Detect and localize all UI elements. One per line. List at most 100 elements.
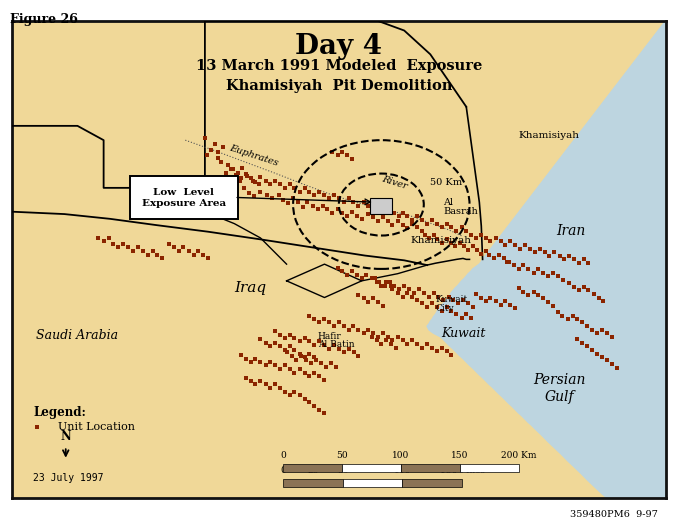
Point: [601, 329, 612, 337]
Point: [535, 245, 545, 253]
Text: 0: 0: [280, 451, 286, 460]
Point: [459, 242, 470, 250]
Point: [108, 240, 119, 248]
Point: [169, 243, 180, 252]
Point: [308, 353, 319, 362]
Point: [500, 241, 511, 249]
Point: [428, 231, 439, 239]
Point: [282, 199, 293, 208]
Point: [301, 355, 312, 364]
Text: Khamisiyah: Khamisiyah: [518, 131, 580, 140]
Point: [406, 216, 417, 224]
Point: [363, 298, 374, 307]
Point: [265, 342, 275, 351]
Point: [524, 245, 535, 253]
Point: [103, 234, 114, 242]
Point: [304, 372, 315, 380]
Point: [467, 242, 478, 250]
Point: [289, 346, 300, 354]
Point: [321, 363, 331, 371]
Point: [261, 177, 271, 185]
Point: [342, 151, 352, 160]
Point: [201, 151, 212, 160]
Point: [406, 292, 417, 301]
Point: [417, 299, 428, 308]
Point: [373, 298, 383, 307]
Point: [348, 322, 358, 330]
Point: [428, 289, 439, 297]
Point: [294, 337, 305, 346]
Point: [505, 300, 516, 309]
Point: [332, 205, 343, 213]
Point: [269, 361, 280, 369]
Point: [451, 310, 462, 319]
Point: [300, 184, 310, 192]
Point: [495, 237, 506, 245]
Point: [337, 267, 348, 276]
Point: [356, 274, 367, 282]
Point: [366, 274, 377, 282]
Text: Euphrates: Euphrates: [228, 143, 279, 168]
Point: [572, 335, 583, 344]
Point: [337, 209, 348, 217]
Point: [328, 341, 339, 350]
Point: [589, 290, 599, 298]
Point: [333, 194, 344, 203]
Point: [206, 146, 217, 154]
Point: [446, 351, 456, 359]
Text: City: City: [435, 303, 454, 312]
Point: [422, 340, 433, 348]
Point: [243, 189, 254, 197]
Point: [431, 303, 442, 311]
Point: [587, 326, 598, 334]
Point: [510, 241, 520, 249]
Point: [451, 226, 462, 235]
Text: 0: 0: [280, 466, 286, 475]
Point: [374, 278, 385, 287]
Point: [327, 209, 338, 217]
Point: [398, 336, 408, 345]
Point: [230, 170, 241, 179]
Point: [255, 188, 266, 196]
Point: [300, 353, 310, 362]
Point: [147, 247, 158, 255]
Point: [319, 191, 330, 199]
Point: [398, 292, 408, 301]
Point: [406, 336, 417, 345]
Point: [379, 281, 390, 290]
Polygon shape: [427, 21, 666, 498]
Point: [265, 180, 275, 188]
Point: [523, 291, 534, 299]
Text: Iran: Iran: [556, 224, 585, 238]
Point: [236, 351, 246, 359]
Point: [392, 217, 403, 225]
Point: [254, 180, 265, 188]
Point: [431, 235, 442, 244]
Point: [376, 205, 387, 213]
Point: [387, 285, 398, 293]
Point: [548, 302, 559, 310]
Point: [466, 313, 477, 322]
Point: [308, 402, 319, 410]
Point: [404, 285, 414, 293]
Point: [408, 289, 419, 297]
Point: [229, 173, 240, 181]
Point: [495, 300, 506, 309]
Point: [255, 335, 266, 344]
Point: [308, 315, 319, 323]
Point: [225, 165, 236, 173]
Point: [342, 212, 352, 221]
Point: [441, 220, 452, 228]
Point: [353, 326, 364, 334]
Point: [385, 340, 396, 348]
Point: [441, 235, 452, 244]
Point: [128, 247, 138, 255]
Point: [221, 168, 232, 177]
Point: [402, 212, 413, 221]
Point: [255, 377, 266, 385]
Point: [371, 202, 382, 210]
Point: [242, 172, 252, 180]
Point: [508, 261, 519, 269]
Point: [367, 329, 378, 337]
Point: [353, 202, 364, 210]
